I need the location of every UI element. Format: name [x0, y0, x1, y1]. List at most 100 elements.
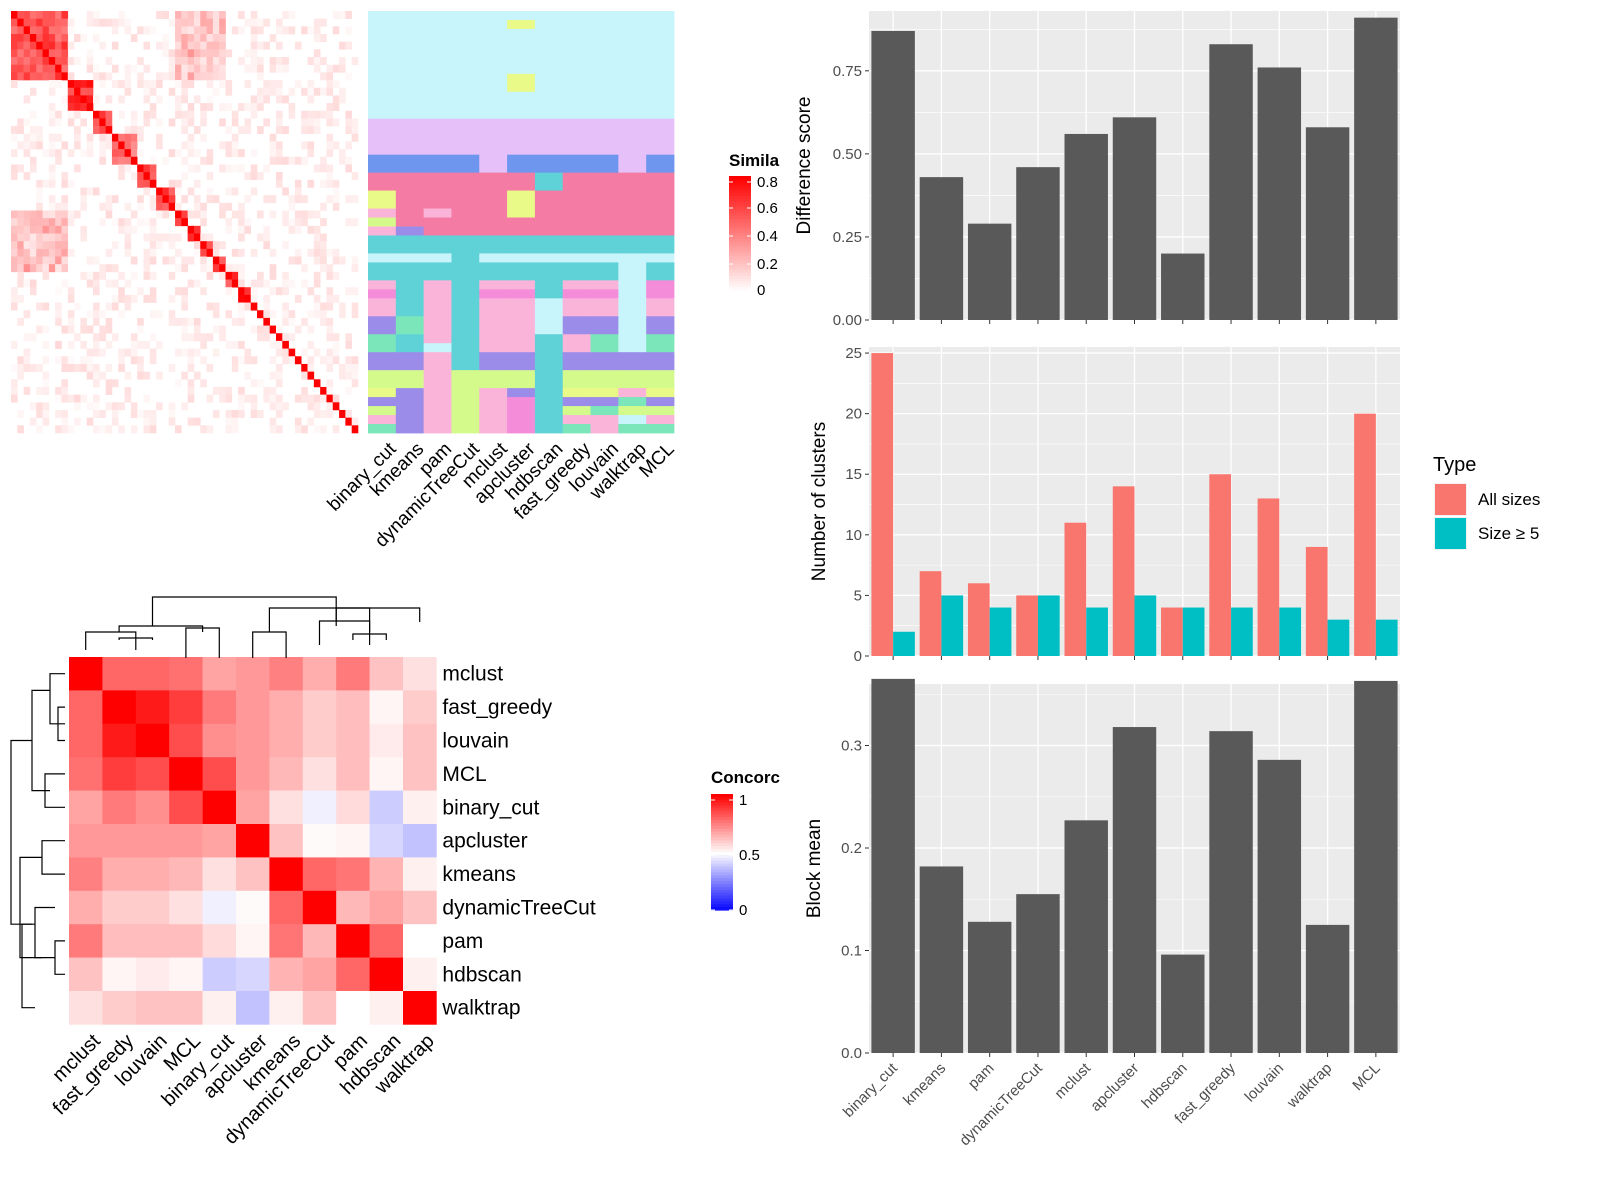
similarity-cell: [149, 271, 157, 280]
similarity-cell: [36, 49, 43, 58]
similarity-cell: [17, 409, 24, 418]
concordance-cell: [169, 723, 203, 758]
similarity-cell: [175, 179, 182, 188]
cluster-cell: [507, 91, 536, 120]
similarity-cell: [42, 34, 50, 42]
concordance-cell: [169, 824, 203, 858]
similarity-cell: [55, 64, 62, 73]
similarity-cell: [168, 363, 176, 372]
similarity-cell: [80, 80, 88, 89]
similarity-cell: [307, 287, 315, 296]
cluster-cell: [646, 352, 675, 371]
concordance-heatmap: mclustfast_greedylouvainMCLbinary_cutapc…: [10, 596, 596, 1149]
similarity-cell: [219, 333, 226, 342]
concordance-cell: [236, 690, 270, 725]
similarity-cell: [11, 302, 18, 311]
similarity-cell: [93, 64, 100, 73]
cluster-cell: [507, 316, 536, 335]
similarity-cell: [187, 26, 195, 35]
cluster-cell: [618, 280, 647, 290]
similarity-cell: [200, 156, 207, 165]
legend-label: Size ≥ 5: [1478, 524, 1539, 543]
similarity-cell: [61, 210, 69, 219]
similarity-cell: [193, 164, 201, 173]
similarity-cell: [212, 256, 220, 265]
similarity-cell: [124, 386, 132, 395]
cluster-cell: [451, 298, 480, 317]
similarity-cell: [225, 386, 233, 395]
similarity-cell: [74, 80, 81, 89]
legend-gradient-step: [711, 860, 733, 865]
similarity-cell: [36, 233, 43, 242]
similarity-cell: [187, 363, 195, 372]
similarity-cell: [175, 34, 182, 42]
concordance-cell: [202, 924, 237, 958]
similarity-cell: [219, 325, 226, 334]
similarity-cell: [263, 241, 270, 250]
similarity-cell: [149, 248, 157, 257]
similarity-cell: [263, 80, 270, 89]
similarity-cell: [219, 256, 226, 265]
similarity-cell: [269, 80, 277, 89]
similarity-cell: [11, 340, 18, 349]
similarity-cell: [238, 248, 245, 257]
similarity-cell: [111, 18, 119, 27]
similarity-cell: [29, 218, 37, 227]
similarity-cell: [55, 287, 62, 296]
cluster-cell: [395, 298, 425, 317]
cluster-cell: [562, 118, 591, 156]
similarity-cell: [238, 210, 245, 219]
concordance-cell: [236, 857, 270, 892]
similarity-cell: [275, 348, 283, 357]
similarity-cell: [23, 72, 31, 81]
similarity-cell: [17, 64, 24, 73]
similarity-cell: [61, 248, 69, 257]
similarity-cell: [67, 294, 75, 303]
similarity-cell: [36, 41, 43, 50]
similarity-cell: [149, 356, 157, 365]
cluster-cell: [479, 343, 508, 353]
similarity-cell: [307, 179, 315, 188]
concordance-cell: [302, 657, 337, 691]
similarity-cell: [29, 49, 37, 58]
similarity-cell: [345, 156, 352, 165]
similarity-cell: [301, 264, 308, 273]
similarity-cell: [175, 11, 182, 19]
cluster-cell: [479, 424, 508, 434]
similarity-cell: [181, 95, 188, 104]
cluster-cell: [618, 208, 647, 218]
cluster-cell: [451, 415, 480, 425]
similarity-cell: [48, 179, 56, 188]
legend-gradient-step: [711, 814, 733, 818]
cluster-cell: [646, 334, 675, 344]
concordance-cell: [236, 957, 270, 992]
cluster-cell: [562, 334, 591, 344]
similarity-cell: [105, 202, 113, 211]
similarity-cell: [80, 356, 88, 365]
similarity-cell: [29, 256, 37, 265]
legend-gradient-step: [729, 201, 751, 206]
similarity-cell: [156, 41, 163, 50]
similarity-cell: [326, 133, 334, 142]
concordance-cell: [336, 857, 370, 892]
similarity-cell: [23, 172, 31, 181]
similarity-cell: [181, 110, 188, 119]
similarity-cell: [200, 49, 207, 58]
similarity-cell: [263, 18, 270, 27]
similarity-cell: [124, 80, 132, 89]
similarity-cell: [67, 87, 75, 96]
similarity-cell: [313, 126, 321, 135]
similarity-cell: [175, 264, 182, 273]
cluster-cell: [646, 190, 675, 209]
concordance-cell: [135, 824, 170, 858]
x-tick-label: pam: [965, 1060, 998, 1093]
cluster-cell: [368, 217, 397, 227]
similarity-cell: [231, 187, 239, 196]
concordance-cell: [269, 657, 304, 691]
similarity-cell: [74, 363, 81, 372]
concordance-cell: [369, 957, 404, 992]
similarity-cell: [212, 348, 220, 357]
cluster-cell: [646, 208, 675, 218]
cluster-cell: [451, 397, 480, 407]
